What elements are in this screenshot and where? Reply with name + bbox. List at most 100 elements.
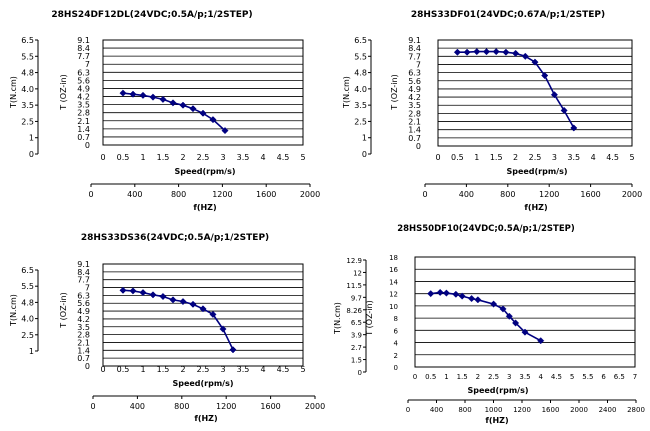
x-tick-label: 2.5 [529, 153, 542, 162]
y2-tick-label: 4.0 [21, 315, 34, 324]
plot-frame [102, 39, 304, 146]
data-point [499, 305, 507, 313]
y2-tick-label: 2.5 [21, 117, 34, 126]
y2-tick-label: 6.5 [354, 36, 367, 45]
f-tick-label: 1200 [212, 190, 232, 199]
x-tick-label: 0 [413, 373, 417, 381]
x-tick-label: 6 [601, 373, 606, 381]
y-tick-label: 5.6 [408, 77, 421, 86]
f-tick-label: 800 [174, 402, 189, 411]
y-axis-label: T (OZ-in) [59, 74, 68, 111]
y2-tick-label: 4.8 [21, 298, 34, 307]
data-point [482, 48, 491, 56]
y-tick-label: 8.4 [77, 268, 90, 277]
data-point [442, 289, 450, 297]
f-tick-label: 400 [430, 406, 443, 414]
y2-axis-label: T(N.cm) [9, 76, 18, 109]
f-tick-label: 0 [90, 402, 95, 411]
data-point [427, 290, 435, 298]
f-tick-label: 1200 [216, 402, 236, 411]
y2-tick-label: 8.26 [346, 307, 362, 315]
y2-tick-label: 2.5 [354, 117, 367, 126]
data-point [473, 48, 481, 56]
x-tick-label: 4 [538, 373, 543, 381]
y-tick-label: 0.7 [408, 134, 421, 143]
f-tick-label: 800 [171, 190, 186, 199]
y2-tick-label: 3.5 [354, 101, 367, 110]
f-tick-label: 400 [130, 402, 145, 411]
y-tick-label: 7.7 [77, 276, 90, 285]
data-point [468, 295, 476, 303]
chart-28hs33ds36: 28HS33DS36(24VDC;0.5A/p;1/2STEP)00.71.42… [9, 233, 325, 423]
x-tick-label: 2 [513, 153, 518, 162]
y-tick-label: 9.1 [77, 260, 90, 269]
y2-tick-label: 0 [358, 369, 362, 377]
x-tick-label: 2.5 [197, 365, 210, 374]
y-tick-label: 4.2 [77, 315, 90, 324]
y-tick-label: 5.6 [77, 76, 90, 85]
x-tick-label: 5 [629, 153, 634, 162]
x-tick-label: 4 [591, 153, 596, 162]
data-point [537, 337, 545, 345]
f-tick-label: 800 [458, 406, 471, 414]
y-axis-label: T (OZ-in) [365, 300, 374, 337]
series-line [122, 92, 226, 132]
x-tick-label: 2 [180, 153, 185, 162]
y-tick-label: 2.8 [408, 109, 421, 118]
data-point [159, 292, 167, 301]
x-tick-label: 3.5 [567, 153, 580, 162]
data-point [149, 93, 157, 101]
y2-tick-label: 12.9 [346, 257, 362, 265]
f-tick-label: 0 [406, 406, 410, 414]
y-tick-label: 6.3 [408, 69, 421, 78]
y2-tick-label: 1 [29, 134, 34, 143]
data-point [209, 310, 217, 318]
y-tick-label: 4 [394, 340, 399, 348]
y2-tick-label: 0 [362, 150, 367, 159]
data-point [229, 346, 237, 354]
y2-tick-label: 2.5 [21, 331, 34, 340]
data-point [189, 300, 197, 308]
x-tick-label: 1.5 [157, 153, 170, 162]
data-point [199, 305, 207, 313]
y2-tick-label: 1.5 [351, 357, 362, 365]
x-tick-label: 4.5 [551, 373, 562, 381]
y2-tick-label: 6.5 [21, 36, 34, 45]
y-tick-label: 2.1 [408, 118, 421, 127]
y-tick-label: 8.4 [408, 44, 421, 53]
data-point [209, 116, 217, 124]
y-tick-label: 1.4 [77, 346, 90, 355]
f-tick-label: 1600 [260, 402, 280, 411]
data-point [149, 291, 157, 299]
data-point [119, 286, 127, 294]
y-tick-label: 7 [85, 284, 90, 293]
y-tick-label: 2 [394, 352, 398, 360]
data-point [453, 48, 461, 56]
data-point [436, 288, 444, 296]
data-point [550, 91, 558, 99]
x-tick-label: 5 [570, 373, 574, 381]
data-point [560, 106, 568, 115]
x-tick-label: 5.5 [582, 373, 593, 381]
data-point [505, 312, 513, 320]
data-point [119, 89, 127, 97]
f-axis-label: f(HZ) [194, 414, 217, 423]
x-tick-label: 6.5 [614, 373, 625, 381]
x-tick-label: 3 [507, 373, 511, 381]
data-point [129, 90, 137, 98]
f-tick-label: 2000 [300, 190, 320, 199]
data-point [169, 296, 177, 304]
y-tick-label: 2.8 [77, 109, 90, 118]
f-tick-label: 2000 [622, 190, 642, 199]
y2-tick-label: 4.0 [21, 85, 34, 94]
y2-tick-label: 0 [29, 150, 34, 159]
y-tick-label: 4.2 [408, 93, 421, 102]
data-point [452, 290, 460, 298]
y-tick-label: 2.1 [77, 117, 90, 126]
data-point [169, 99, 177, 107]
y-tick-label: 1.4 [77, 125, 90, 134]
series-line [122, 289, 234, 351]
f-tick-label: 400 [459, 190, 474, 199]
chart-28hs33df01: 28HS33DF01(24VDC;0.67A/p;1/2STEP)00.71.4… [342, 10, 642, 212]
